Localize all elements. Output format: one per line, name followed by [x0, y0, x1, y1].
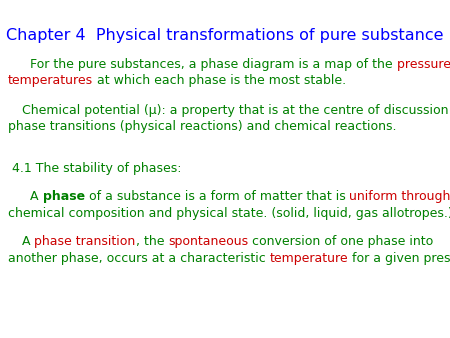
Text: of a substance is a form of matter that is: of a substance is a form of matter that …	[85, 190, 349, 203]
Text: conversion of one phase into: conversion of one phase into	[248, 235, 434, 248]
Text: another phase, occurs at a characteristic: another phase, occurs at a characteristi…	[8, 252, 270, 265]
Text: for a given pressure.: for a given pressure.	[348, 252, 450, 265]
Text: temperatures: temperatures	[8, 74, 93, 87]
Text: phase transitions (physical reactions) and chemical reactions.: phase transitions (physical reactions) a…	[8, 120, 396, 133]
Text: For the pure substances, a phase diagram is a map of the: For the pure substances, a phase diagram…	[30, 58, 396, 71]
Text: uniform throughout in: uniform throughout in	[349, 190, 450, 203]
Text: A: A	[22, 235, 35, 248]
Text: A: A	[30, 190, 42, 203]
Text: , the: , the	[136, 235, 168, 248]
Text: temperature: temperature	[270, 252, 348, 265]
Text: phase transition: phase transition	[35, 235, 136, 248]
Text: Chemical potential (μ): a property that is at the centre of discussion of: Chemical potential (μ): a property that …	[22, 104, 450, 117]
Text: phase: phase	[42, 190, 85, 203]
Text: Chapter 4  Physical transformations of pure substance: Chapter 4 Physical transformations of pu…	[6, 28, 444, 43]
Text: pressure and: pressure and	[396, 58, 450, 71]
Text: 4.1 The stability of phases:: 4.1 The stability of phases:	[12, 162, 181, 175]
Text: at which each phase is the most stable.: at which each phase is the most stable.	[93, 74, 346, 87]
Text: chemical composition and physical state. (solid, liquid, gas allotropes.): chemical composition and physical state.…	[8, 207, 450, 220]
Text: spontaneous: spontaneous	[168, 235, 248, 248]
